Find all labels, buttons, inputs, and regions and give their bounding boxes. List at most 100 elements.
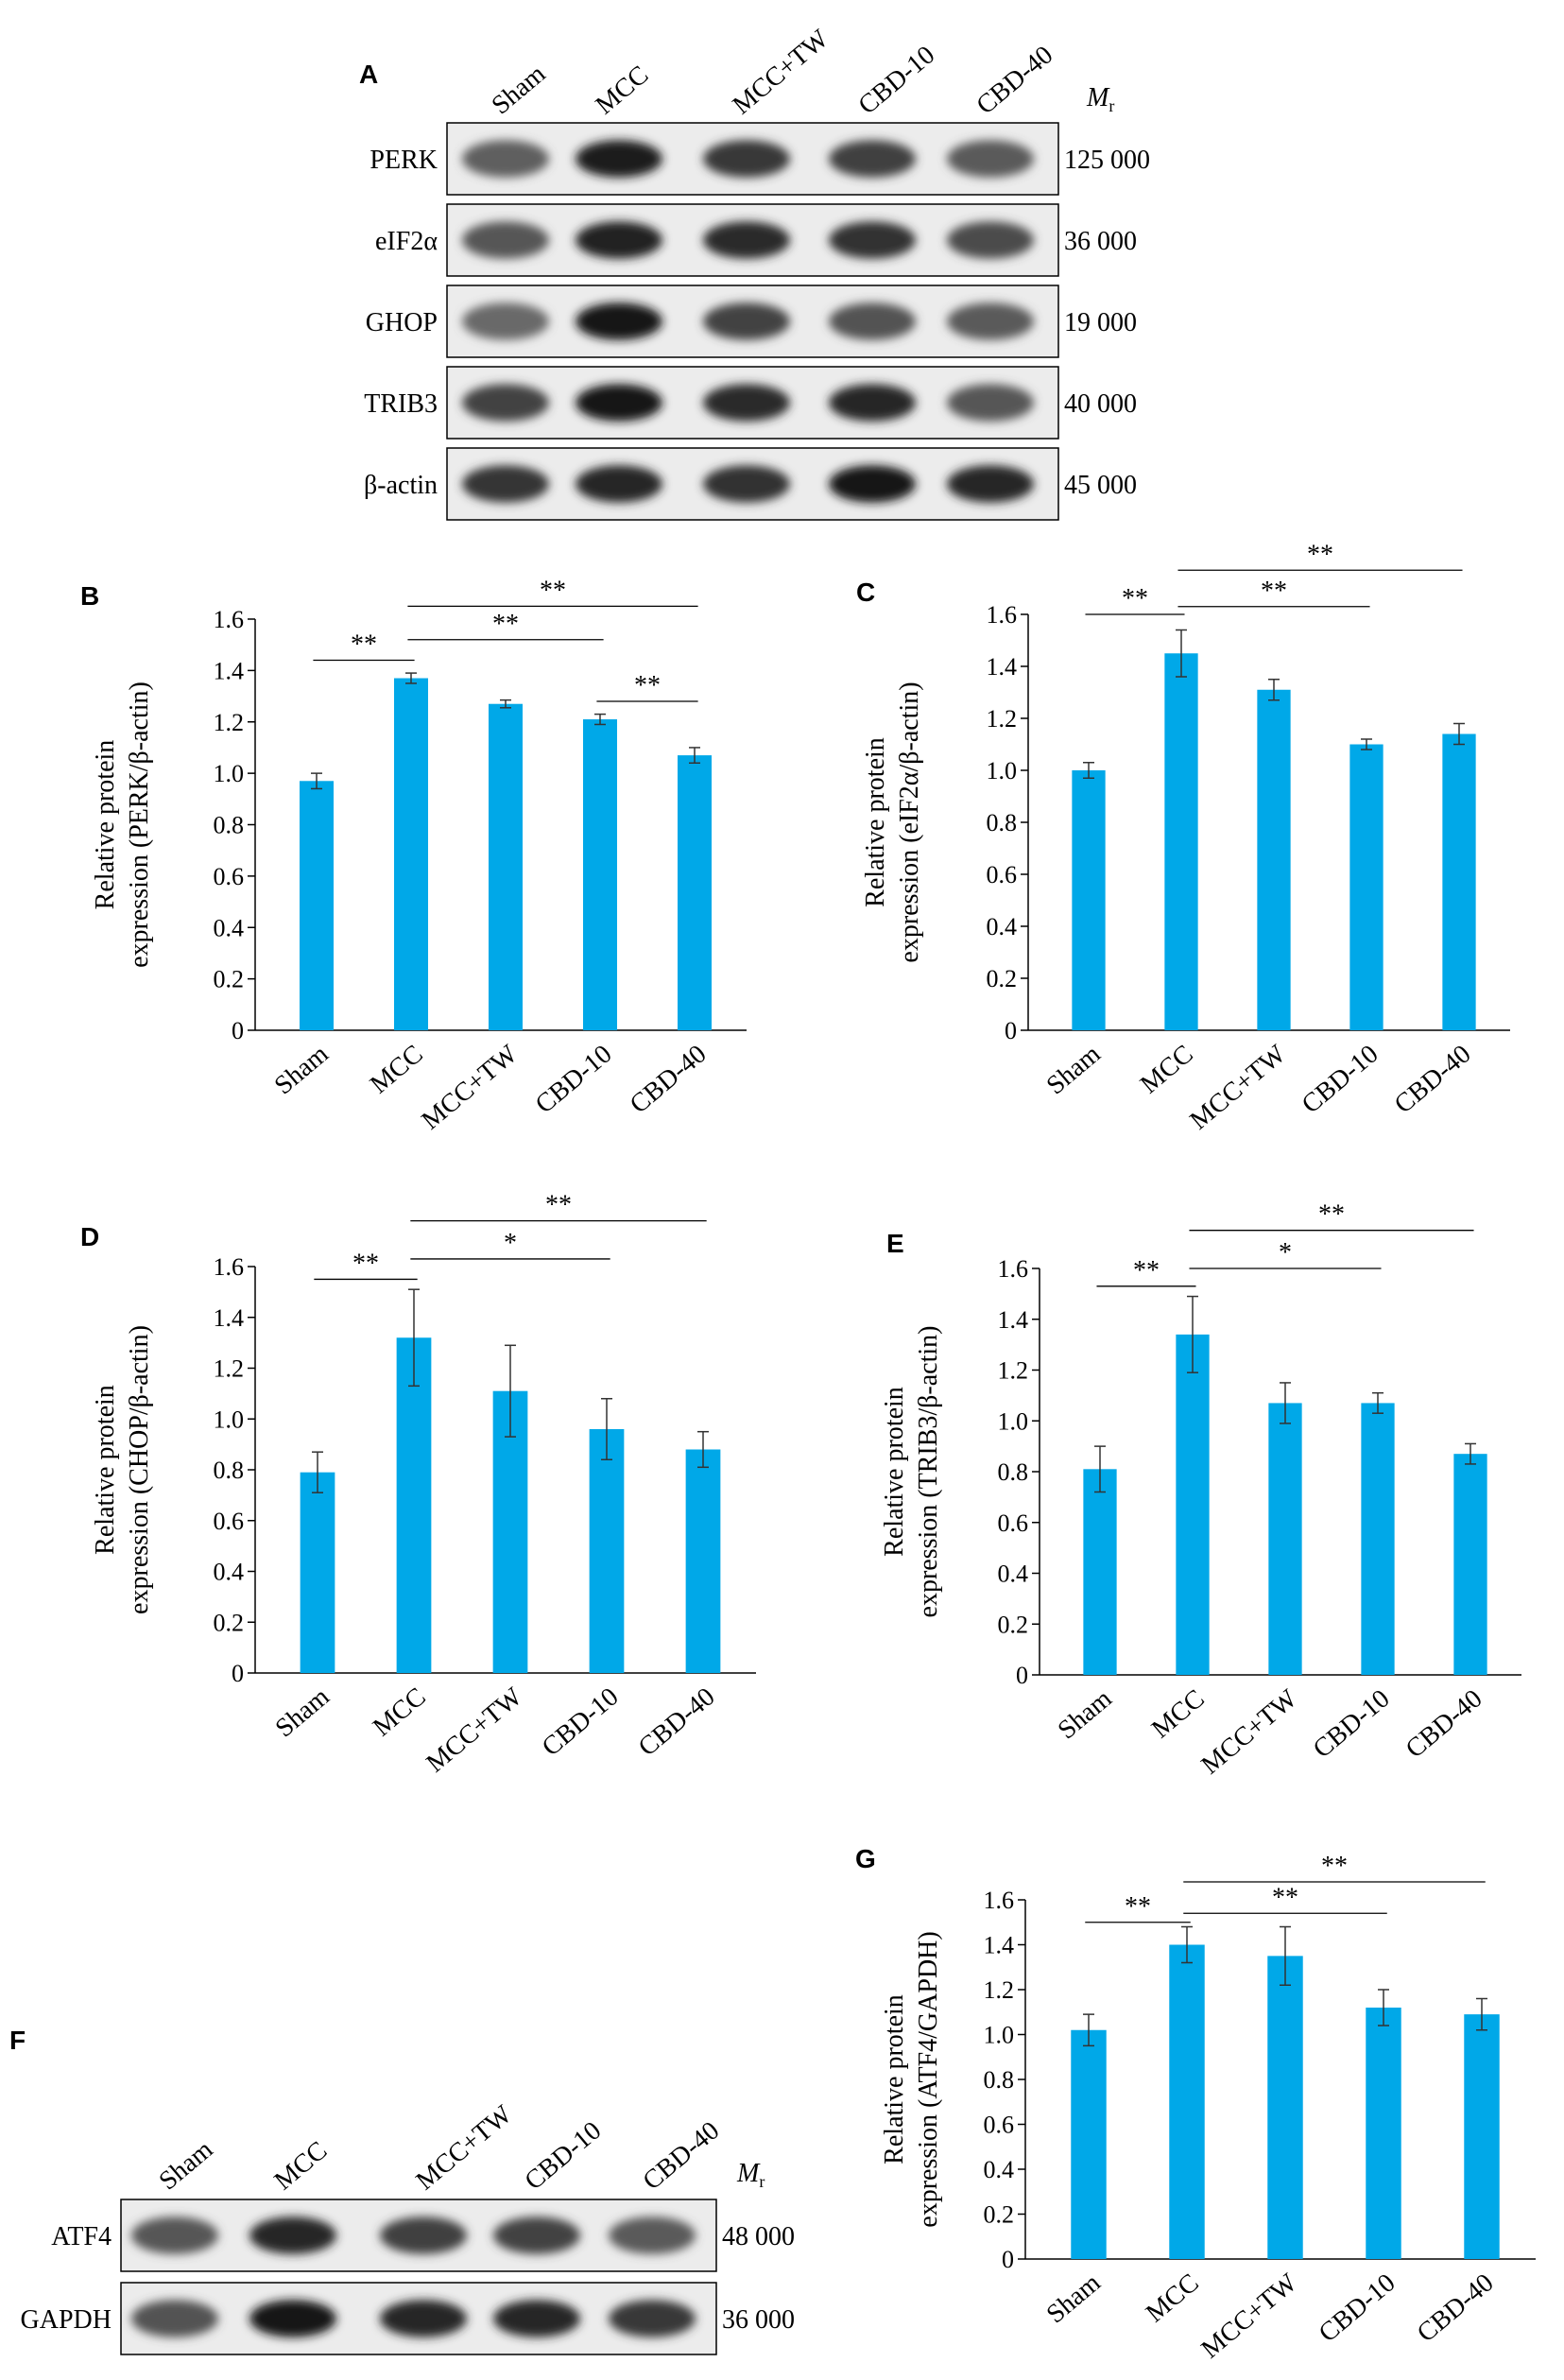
y-tick-label: 0.6: [984, 2112, 1015, 2139]
blot-band: [829, 221, 916, 259]
blot-band: [380, 2300, 467, 2337]
blot-row: ATF4 48 000: [51, 2199, 795, 2272]
y-tick-label: 1.2: [214, 1355, 245, 1383]
significance-label: **: [1125, 1892, 1151, 1922]
significance-label: **: [634, 671, 661, 700]
y-tick-label: 1.6: [998, 1255, 1029, 1283]
y-tick-label: 0.8: [214, 1457, 245, 1484]
blot-row-mr: 36 000: [1064, 227, 1137, 256]
blot-a-lane-label: Sham: [487, 59, 552, 120]
significance-label: **: [1321, 1852, 1348, 1881]
bar: [1267, 1956, 1303, 2259]
significance-label: **: [1307, 540, 1333, 569]
blot-band: [703, 140, 790, 178]
blot-f-lane-labels: Sham MCC MCC+TW CBD-10 CBD-40: [154, 2099, 726, 2196]
y-tick-label: 0.2: [214, 966, 245, 993]
y-axis-title: Relative protein: [91, 1385, 120, 1555]
y-tick-label: 1.6: [214, 1253, 245, 1281]
y-axis-title: Relative protein: [880, 1994, 909, 2164]
x-tick-label: CBD-10: [1314, 2268, 1401, 2349]
x-tick-label: MCC: [1146, 1684, 1211, 1745]
blot-row-label: ATF4: [51, 2222, 112, 2251]
blot-band: [829, 302, 916, 340]
bar: [1268, 1403, 1302, 1675]
y-tick-label: 1.0: [984, 2022, 1015, 2049]
bar: [1257, 689, 1291, 1030]
blot-f-lane-label: CBD-40: [638, 2116, 726, 2197]
bar: [394, 678, 428, 1030]
blot-band: [249, 2216, 336, 2254]
y-tick-label: 0.2: [987, 965, 1018, 992]
blot-band: [131, 2300, 218, 2337]
bar: [1072, 770, 1106, 1030]
y-tick-label: 1.2: [984, 1976, 1015, 2004]
blot-band: [249, 2300, 336, 2337]
y-tick-label: 0.8: [987, 809, 1018, 836]
y-tick-label: 0.4: [214, 914, 245, 941]
blot-band: [462, 302, 549, 340]
y-tick-label: 1.2: [987, 705, 1018, 733]
bar: [1442, 733, 1476, 1030]
blot-a-lane-labels: Sham MCC MCC+TW CBD-10 CBD-40: [487, 24, 1059, 120]
y-tick-label: 0.4: [987, 913, 1018, 940]
significance-label: *: [504, 1229, 517, 1258]
y-tick-label: 1.4: [984, 1932, 1015, 1959]
y-tick-label: 1.4: [214, 1304, 245, 1332]
panel-letter: B: [80, 581, 99, 611]
bar-chart-d: D Relative protein expression (CHOP/β-acti…: [80, 1191, 756, 1779]
blot-f-lane-label: Sham: [154, 2134, 219, 2196]
blot-band: [462, 465, 549, 503]
bar-chart-b: B Relative protein expression (PERK/β-acti…: [80, 576, 747, 1136]
panel-letter-a: A: [359, 60, 378, 89]
blot-band: [703, 465, 790, 503]
significance-label: **: [540, 576, 566, 605]
x-tick-label: CBD-40: [625, 1040, 713, 1120]
blot-row: eIF2α 36 000: [375, 203, 1137, 277]
y-tick-label: 0.6: [214, 863, 245, 890]
y-tick-label: 0.6: [987, 861, 1018, 888]
x-tick-label: MCC+TW: [1195, 2268, 1302, 2364]
y-tick-label: 0.6: [998, 1509, 1029, 1537]
bar: [396, 1337, 432, 1673]
blot-band: [829, 465, 916, 503]
blot-row-mr: 125 000: [1064, 146, 1150, 175]
blot-row: GHOP 19 000: [366, 285, 1137, 358]
x-tick-label: Sham: [1041, 2268, 1107, 2329]
bar: [685, 1449, 721, 1673]
significance-label: **: [492, 610, 519, 639]
blot-a-lane-label: CBD-10: [853, 41, 941, 121]
significance-label: **: [1318, 1200, 1345, 1230]
bar: [1453, 1454, 1487, 1675]
blot-row-mr: 40 000: [1064, 389, 1137, 419]
x-tick-label: MCC+TW: [421, 1682, 527, 1778]
panel-letter: D: [80, 1222, 99, 1251]
blot-band: [380, 2216, 467, 2254]
blot-row-label: GAPDH: [21, 2305, 112, 2335]
bar: [1361, 1403, 1395, 1675]
blot-row: β-actin 45 000: [364, 447, 1137, 521]
x-tick-label: MCC: [365, 1040, 429, 1100]
y-tick-label: 1.0: [998, 1407, 1029, 1435]
blot-band: [829, 384, 916, 422]
y-tick-label: 0.2: [214, 1609, 245, 1636]
x-tick-label: MCC+TW: [1184, 1039, 1291, 1135]
y-tick-label: 1.0: [987, 757, 1018, 785]
y-tick-label: 0.4: [984, 2156, 1015, 2183]
x-tick-label: MCC+TW: [416, 1039, 523, 1135]
blot-band: [609, 2216, 696, 2254]
significance-label: **: [1272, 1883, 1298, 1912]
blot-band: [829, 140, 916, 178]
x-tick-label: Sham: [269, 1039, 335, 1100]
blot-band: [947, 221, 1034, 259]
western-blot-a: A Sham MCC MCC+TW CBD-10 CBD-40 Mr PERK 125 0…: [359, 24, 1150, 521]
y-tick-label: 0.2: [984, 2201, 1015, 2229]
x-tick-label: CBD-10: [1297, 1040, 1384, 1120]
blot-f-rows: ATF4 48 000 GAPDH 36 000: [21, 2199, 795, 2355]
y-axis-title: expression (PERK/β-actin): [125, 681, 154, 968]
blot-row-label: PERK: [370, 146, 438, 175]
x-tick-label: CBD-10: [1308, 1684, 1396, 1765]
y-tick-label: 0.8: [998, 1458, 1029, 1486]
y-tick-label: 1.0: [214, 760, 245, 787]
y-tick-label: 0: [1005, 1017, 1017, 1044]
